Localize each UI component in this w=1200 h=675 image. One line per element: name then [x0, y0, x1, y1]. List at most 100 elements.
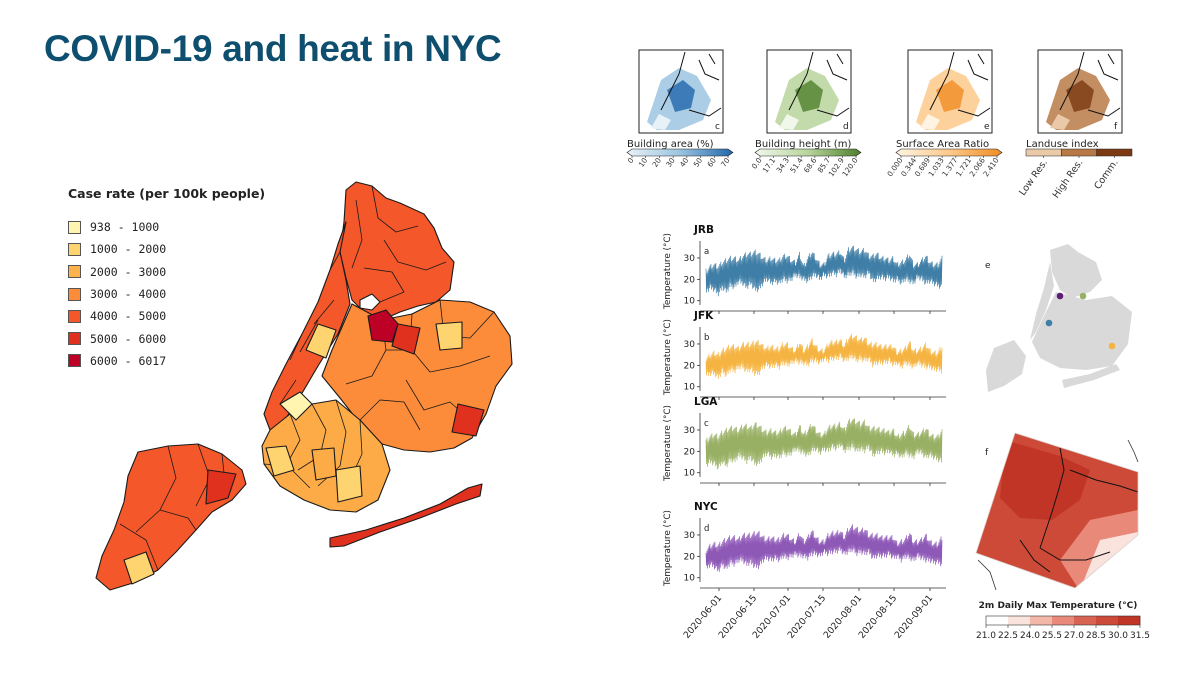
ts-panel-jrb: JRB a Temperature (°C) 10 20 30 — [663, 224, 946, 314]
ts-y-axis-label: Temperature (°C) — [663, 319, 673, 396]
small-map-coastline — [1059, 51, 1121, 117]
temperature-map-frame — [975, 432, 1139, 589]
colorbar-segment — [986, 616, 1009, 625]
small-map-letter: e — [984, 122, 990, 132]
small-map-label: Landuse index — [1026, 139, 1099, 150]
ts-y-tick-label: 20 — [684, 275, 696, 285]
small-map-core — [667, 80, 695, 112]
mid-rate-region — [311, 447, 337, 481]
low-rate-region — [335, 465, 363, 503]
colorbar-segment — [1096, 616, 1119, 625]
small-map-edge — [779, 114, 799, 130]
small-map-coastline — [660, 51, 722, 117]
station-marker-lga — [1079, 292, 1087, 300]
coastline-outside — [977, 439, 1139, 591]
legend-label: 938 - 1000 — [90, 220, 160, 235]
small-map-letter: d — [843, 122, 849, 132]
ts-y-tick-label: 20 — [684, 361, 696, 371]
legend-swatch — [68, 354, 81, 368]
temperature-colorbar-title: 2m Daily Max Temperature (°C) — [979, 601, 1138, 611]
small-map-core — [936, 80, 964, 112]
small-map-label: Surface Area Ratio — [896, 139, 989, 150]
small-map-coastline — [788, 51, 850, 117]
station-map-bronx — [1050, 244, 1102, 298]
small-map-tick-label: 70 — [719, 156, 732, 169]
rockaway-region — [329, 483, 483, 548]
ts-y-tick-label: 20 — [684, 552, 696, 562]
ts-y-tick-label: 10 — [684, 297, 696, 307]
temperature-colorbar: 21.0 22.5 24.0 25.5 27.0 28.5 30.0 31.5 — [976, 615, 1150, 641]
colorbar-tick-label: 27.0 — [1064, 631, 1084, 641]
small-map-frame — [1037, 49, 1123, 134]
colorbar-tick-label: 25.5 — [1042, 631, 1062, 641]
ts-y-tick-label: 10 — [684, 383, 696, 393]
station-marker-jrb — [1045, 319, 1053, 327]
station-map-queens-brooklyn — [1032, 292, 1132, 370]
legend-item: 6000 - 6017 — [68, 350, 166, 372]
station-map-staten-island — [986, 340, 1026, 392]
landuse-segment — [1096, 148, 1133, 157]
legend-swatch — [68, 287, 81, 301]
small-map-tick-label: 120.0 — [840, 156, 860, 179]
ts-panel-lga: LGA c Temperature (°C) 10 20 30 — [663, 396, 946, 486]
ts-y-tick-label: 30 — [684, 531, 696, 541]
ts-panel-jfk: JFK b Temperature (°C) 10 20 30 — [663, 310, 946, 400]
small-map-tick-label: 34.3 — [774, 156, 791, 175]
small-map-tick-label: 60 — [705, 156, 718, 169]
landuse-tick-label: Low Res. — [1017, 157, 1050, 197]
small-map-tick-label: 50 — [692, 156, 705, 169]
ts-x-tick-labels: 2020-06-012020-06-152020-07-012020-07-15… — [682, 593, 936, 641]
station-map: e — [985, 244, 1132, 392]
low-rate-region — [435, 321, 463, 351]
legend-item: 1000 - 2000 — [68, 238, 166, 260]
ts-panel-title: NYC — [694, 501, 718, 513]
small-map-tick-label: 51.4 — [788, 156, 805, 175]
ts-series-line — [705, 245, 943, 297]
low-rate-region — [123, 551, 155, 585]
station-map-rockaway — [1062, 364, 1120, 388]
high-rate-region — [205, 469, 237, 505]
landuse-tick-label: High Res. — [1051, 157, 1086, 200]
ts-panel-letter: b — [704, 333, 709, 343]
nyc-case-rate-map — [95, 181, 513, 591]
ts-y-tick-label: 30 — [684, 340, 696, 350]
coastline — [1019, 447, 1138, 573]
small-map-label: Building area (%) — [627, 139, 714, 150]
case-rate-legend-title: Case rate (per 100k people) — [68, 186, 266, 201]
colorbar-segment — [1118, 616, 1141, 625]
ts-y-axis-label: Temperature (°C) — [663, 405, 673, 482]
landuse-segment — [1061, 148, 1097, 157]
ts-series-line — [705, 333, 943, 379]
ts-y-tick-label: 30 — [684, 254, 696, 264]
small-map-tick-label: 2.410 — [981, 156, 1001, 179]
small-map-tick-label: 40 — [678, 156, 691, 169]
temperature-time-series: JRB a Temperature (°C) 10 20 30 JFK b Temperatur… — [663, 224, 946, 641]
small-map-edge — [1050, 114, 1070, 130]
small-map-tick-label: 10 — [637, 156, 650, 169]
small-map-colorbar — [754, 148, 862, 157]
station-marker-nyc — [1056, 292, 1064, 300]
ts-series-line — [705, 524, 943, 572]
ts-panel-letter: d — [704, 524, 709, 534]
ts-panel-letter: c — [704, 419, 709, 429]
legend-label: 2000 - 3000 — [90, 264, 167, 279]
small-map-tick-label: 20 — [650, 156, 663, 169]
legend-label: 6000 - 6017 — [90, 353, 167, 368]
small-map-tick-label: 68.6 — [802, 156, 819, 175]
small-map-core — [1066, 80, 1094, 112]
small-map-edge — [651, 114, 671, 130]
small-map-letter: c — [715, 122, 720, 132]
ts-panel-title: LGA — [694, 396, 718, 408]
small-map-letter: f — [1114, 122, 1118, 132]
low-rate-region — [265, 445, 295, 477]
ts-panel-nyc: NYC d Temperature (°C) 10 20 30 — [663, 501, 946, 591]
legend-swatch — [68, 309, 81, 323]
small-map-frame — [766, 49, 852, 134]
colorbar-tick-label: 28.5 — [1086, 631, 1106, 641]
ts-y-tick-label: 10 — [684, 469, 696, 479]
ts-series-line — [705, 418, 943, 470]
small-map-colorbar — [895, 148, 1003, 157]
